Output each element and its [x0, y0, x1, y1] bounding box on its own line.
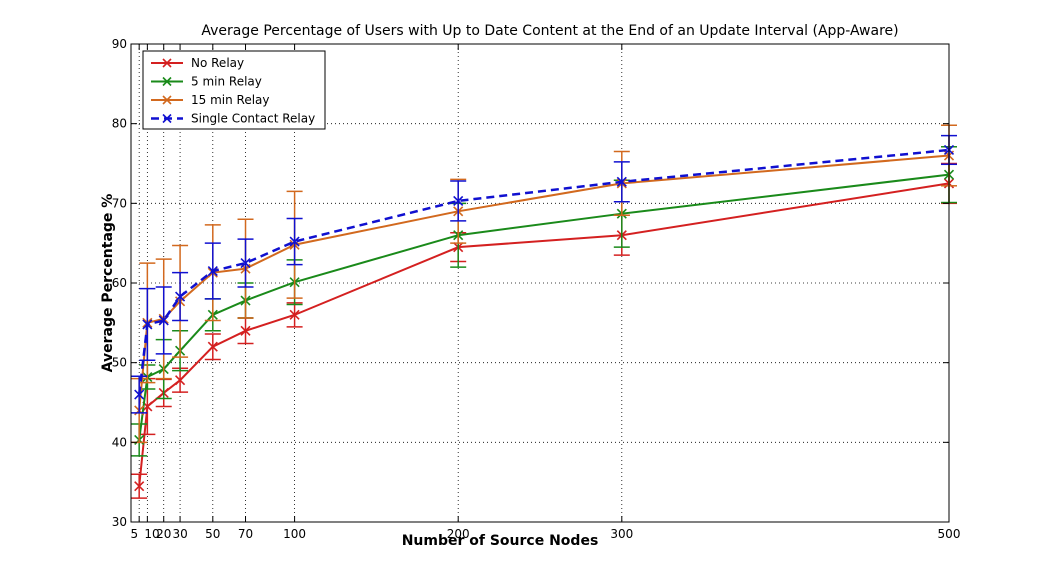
legend-item: Single Contact Relay — [151, 112, 315, 126]
series-line — [138, 173, 950, 441]
y-tick-label: 70 — [112, 196, 127, 210]
y-tick-label: 60 — [112, 276, 127, 290]
data-point — [289, 309, 300, 320]
x-tick-label: 10 — [144, 527, 159, 541]
data-point — [616, 176, 627, 187]
y-tick-label: 80 — [112, 117, 127, 131]
x-tick-label: 200 — [447, 527, 470, 541]
data-point — [240, 258, 251, 269]
data-point — [158, 315, 169, 326]
legend-item: 15 min Relay — [151, 93, 270, 107]
x-tick-label: 300 — [610, 527, 633, 541]
x-tick-label: 5 — [131, 527, 139, 541]
x-axis-title: Number of Source Nodes — [402, 533, 599, 549]
x-tick-label: 100 — [283, 527, 306, 541]
series-line — [138, 154, 950, 411]
y-tick-label: 30 — [112, 515, 127, 529]
chart-title: Average Percentage of Users with Up to D… — [201, 23, 898, 39]
series-line — [137, 148, 950, 395]
data-point — [453, 195, 464, 207]
data-point — [142, 319, 153, 330]
x-tick-label: 30 — [172, 527, 187, 541]
data-point — [134, 389, 145, 400]
legend-label: Single Contact Relay — [191, 112, 315, 126]
series-single-contact-relay — [131, 134, 957, 414]
data-point — [207, 341, 218, 352]
legend-label: 5 min Relay — [191, 75, 262, 89]
legend-label: 15 min Relay — [191, 93, 270, 107]
data-point — [207, 265, 218, 277]
x-tick-label: 70 — [238, 527, 253, 541]
data-point — [175, 291, 186, 302]
series-line — [138, 182, 950, 487]
legend-item: 5 min Relay — [151, 75, 262, 89]
y-tick-label: 90 — [112, 37, 127, 51]
data-point — [134, 481, 145, 492]
data-point — [289, 236, 300, 247]
legend: No Relay 5 min Relay 15 min Relay Single Co… — [142, 50, 326, 130]
x-tick-label: 50 — [205, 527, 220, 541]
legend-label: No Relay — [191, 56, 244, 70]
x-tick-label: 500 — [938, 527, 961, 541]
y-tick-label: 50 — [112, 356, 127, 370]
data-point — [175, 375, 186, 386]
x-tick-label: 20 — [156, 527, 171, 541]
y-tick-label: 40 — [112, 435, 127, 449]
legend-item: No Relay — [151, 56, 244, 70]
data-point — [240, 325, 251, 336]
y-axis-title: Average Percentage % — [100, 194, 116, 373]
